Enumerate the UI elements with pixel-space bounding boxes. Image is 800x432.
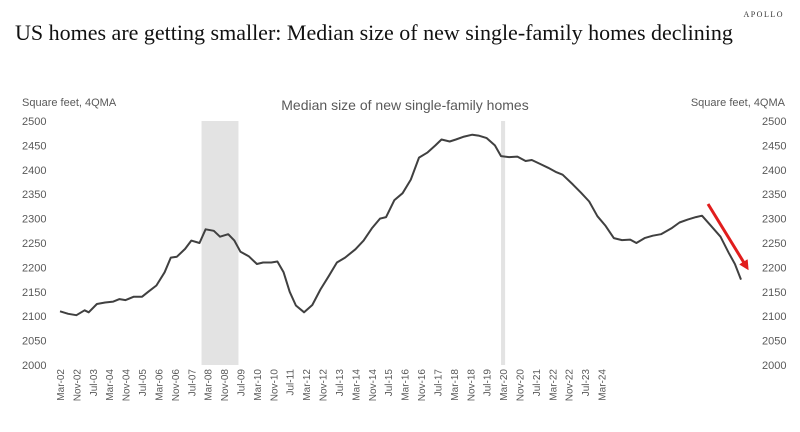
x-tick-label: Jul-09 — [237, 369, 248, 397]
x-tick-label: Mar-18 — [450, 369, 461, 401]
trend-arrow — [706, 203, 749, 271]
x-tick-label: Nov-06 — [171, 369, 182, 402]
y-tick-label-left: 2000 — [22, 360, 46, 372]
x-tick-label: Mar-10 — [253, 369, 264, 401]
y-tick-label-right: 2150 — [762, 287, 786, 299]
recession-band-2 — [501, 121, 506, 365]
y-tick-label-right: 2050 — [762, 336, 786, 348]
y-axis-label-left: Square feet, 4QMA — [22, 97, 117, 109]
page-title: US homes are getting smaller: Median siz… — [15, 20, 733, 45]
x-tick-label: Nov-22 — [565, 369, 576, 402]
brand-logo: APOLLO — [743, 10, 784, 19]
y-tick-label-right: 2250 — [762, 238, 786, 250]
series-line-median-size — [59, 133, 742, 317]
x-tick-label: Mar-20 — [499, 369, 510, 401]
x-tick-label: Jul-17 — [433, 369, 444, 397]
y-tick-label-left: 2400 — [22, 165, 46, 177]
y-tick-label-right: 2500 — [762, 116, 786, 128]
x-tick-label: Jul-07 — [187, 369, 198, 397]
x-tick-label: Mar-12 — [302, 369, 313, 401]
x-tick-label: Jul-11 — [286, 369, 297, 396]
y-tick-label-left: 2250 — [22, 238, 46, 250]
x-tick-label: Nov-04 — [122, 369, 133, 402]
y-tick-label-right: 2450 — [762, 140, 786, 152]
x-tick-label: Nov-14 — [368, 369, 379, 402]
recession-bands — [201, 121, 506, 365]
y-tick-label-right: 2350 — [762, 189, 786, 201]
x-tick-label: Nov-10 — [269, 369, 280, 402]
y-tick-label-left: 2350 — [22, 189, 46, 201]
x-axis: Mar-02 Nov-02 Jul-03 Mar-04 Nov-04 Jul-05 Mar-… — [56, 369, 609, 402]
x-tick-label: Jul-03 — [89, 369, 100, 397]
y-tick-label-left: 2200 — [22, 262, 46, 274]
x-tick-label: Nov-18 — [466, 369, 477, 402]
x-tick-label: Nov-08 — [220, 369, 231, 402]
x-tick-label: Jul-23 — [581, 369, 592, 397]
chart-title: Median size of new single-family homes — [281, 97, 528, 113]
x-tick-label: Mar-22 — [548, 369, 559, 401]
y-tick-label-right: 2100 — [762, 311, 786, 323]
recession-band-1 — [201, 121, 239, 365]
y-axis-right: 2000 2050 2100 2150 2200 2250 2300 2350 2400 2450… — [762, 116, 786, 372]
x-tick-label: Jul-13 — [335, 369, 346, 397]
x-tick-label: Jul-15 — [384, 369, 395, 397]
x-tick-label: Nov-12 — [319, 369, 330, 402]
y-tick-label-right: 2400 — [762, 165, 786, 177]
x-tick-label: Nov-02 — [72, 369, 83, 402]
x-tick-label: Mar-06 — [154, 369, 165, 401]
y-tick-label-right: 2000 — [762, 360, 786, 372]
y-tick-label-left: 2150 — [22, 287, 46, 299]
y-tick-label-left: 2050 — [22, 336, 46, 348]
y-axis-left: 2000 2050 2100 2150 2200 2250 2300 2350 2400 2450… — [22, 116, 46, 372]
y-tick-label-left: 2300 — [22, 214, 46, 226]
y-tick-label-left: 2450 — [22, 140, 46, 152]
y-axis-label-right: Square feet, 4QMA — [691, 97, 786, 109]
x-tick-label: Nov-20 — [515, 369, 526, 402]
x-tick-label: Mar-04 — [105, 369, 116, 401]
x-tick-label: Mar-16 — [401, 369, 412, 401]
x-tick-label: Nov-16 — [417, 369, 428, 402]
x-tick-label: Mar-08 — [204, 369, 215, 401]
x-tick-label: Mar-24 — [598, 369, 609, 401]
x-tick-label: Mar-14 — [351, 369, 362, 401]
x-tick-label: Jul-05 — [138, 369, 149, 397]
y-tick-label-left: 2500 — [22, 116, 46, 128]
x-tick-label: Mar-02 — [56, 369, 67, 401]
x-tick-label: Jul-19 — [483, 369, 494, 397]
y-tick-label-right: 2300 — [762, 214, 786, 226]
x-tick-label: Jul-21 — [532, 369, 543, 397]
y-tick-label-left: 2100 — [22, 311, 46, 323]
y-tick-label-right: 2200 — [762, 262, 786, 274]
